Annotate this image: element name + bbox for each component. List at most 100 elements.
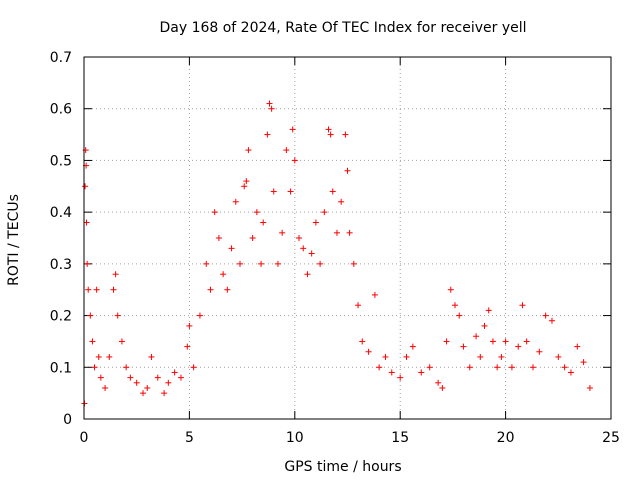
y-tick-label: 0.7 — [50, 50, 72, 66]
data-point — [409, 343, 416, 350]
data-point — [123, 364, 130, 371]
data-point — [283, 147, 290, 154]
data-point — [268, 105, 275, 112]
data-point — [447, 286, 454, 293]
data-point — [508, 364, 515, 371]
data-point — [228, 245, 235, 252]
data-point — [144, 384, 151, 391]
data-point — [460, 343, 467, 350]
x-tick-label: 20 — [497, 430, 515, 446]
data-point — [329, 188, 336, 195]
data-point — [536, 348, 543, 355]
data-point — [519, 302, 526, 309]
data-point — [190, 364, 197, 371]
data-point — [371, 291, 378, 298]
data-point — [567, 369, 574, 376]
data-point — [498, 353, 505, 360]
data-point — [542, 312, 549, 319]
data-point — [279, 229, 286, 236]
data-point — [165, 379, 172, 386]
data-point — [300, 245, 307, 252]
data-point — [359, 338, 366, 345]
data-point — [186, 322, 193, 329]
data-point — [548, 317, 555, 324]
data-point — [220, 271, 227, 278]
x-tick-label: 10 — [286, 430, 304, 446]
data-point — [291, 157, 298, 164]
y-tick-label: 0.2 — [50, 309, 72, 325]
data-point — [245, 147, 252, 154]
data-point — [477, 353, 484, 360]
grid — [84, 57, 611, 419]
data-point — [473, 333, 480, 340]
data-point — [466, 364, 473, 371]
plot-frame — [83, 56, 612, 420]
data-point — [296, 235, 303, 241]
data-point — [264, 131, 271, 138]
data-point — [83, 219, 90, 226]
y-tick-label: 0.5 — [50, 153, 72, 169]
data-point — [325, 126, 332, 133]
data-point — [304, 271, 311, 278]
data-point — [177, 374, 184, 381]
data-point — [87, 312, 94, 319]
data-point — [342, 131, 349, 138]
data-point — [249, 235, 256, 241]
data-point — [97, 374, 104, 381]
data-point — [443, 338, 450, 345]
chart-title: Day 168 of 2024, Rate Of TEC Index for r… — [159, 20, 526, 36]
data-point — [485, 307, 492, 314]
data-point — [312, 219, 319, 226]
data-points — [81, 100, 593, 407]
x-tick-label: 25 — [602, 430, 620, 446]
data-point — [388, 369, 395, 376]
y-tick-label: 0.6 — [50, 102, 72, 118]
data-point — [85, 286, 92, 293]
x-tick-label: 0 — [80, 430, 89, 446]
data-point — [365, 348, 372, 355]
data-point — [418, 369, 425, 376]
data-point — [207, 286, 214, 293]
data-point — [118, 338, 125, 345]
data-point — [154, 374, 161, 381]
data-point — [266, 100, 273, 107]
data-point — [112, 271, 119, 278]
data-point — [561, 364, 568, 371]
data-point — [236, 260, 243, 267]
axis-ticks — [83, 56, 612, 420]
data-point — [140, 390, 147, 397]
data-point — [161, 390, 168, 397]
data-point — [106, 353, 113, 360]
data-point — [327, 131, 334, 138]
data-point — [84, 260, 91, 267]
data-point — [344, 167, 351, 174]
data-point — [289, 126, 296, 133]
x-tick-label: 15 — [391, 430, 409, 446]
data-point — [82, 183, 89, 190]
data-point — [350, 260, 357, 267]
data-point — [321, 209, 328, 216]
data-point — [382, 353, 389, 360]
data-point — [452, 302, 459, 309]
y-axis-title: ROTI / TECUs — [6, 194, 22, 286]
data-point — [133, 379, 140, 386]
data-point — [403, 353, 410, 360]
data-point — [346, 229, 353, 236]
data-point — [127, 374, 134, 381]
data-point — [91, 364, 98, 371]
y-tick-label: 0.1 — [50, 360, 72, 376]
data-point — [308, 250, 315, 257]
data-point — [148, 353, 155, 360]
data-point — [523, 338, 530, 345]
data-point — [110, 286, 117, 293]
data-point — [515, 343, 522, 350]
data-point — [102, 384, 109, 391]
data-point — [114, 312, 121, 319]
x-axis-title: GPS time / hours — [284, 459, 401, 475]
data-point — [232, 198, 239, 205]
x-tick-label: 5 — [185, 430, 194, 446]
data-point — [481, 322, 488, 329]
data-point — [574, 343, 581, 350]
y-tick-label: 0 — [63, 412, 72, 428]
